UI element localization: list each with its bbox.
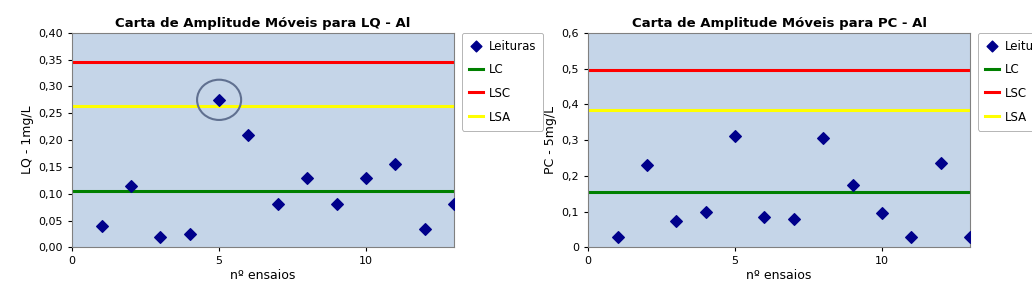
Point xyxy=(668,218,684,223)
Y-axis label: LQ - 1mg/L: LQ - 1mg/L xyxy=(22,106,34,174)
Point xyxy=(698,209,714,214)
Point xyxy=(328,202,345,207)
Point xyxy=(299,175,316,180)
Point xyxy=(815,136,832,141)
Title: Carta de Amplitude Móveis para LQ - Al: Carta de Amplitude Móveis para LQ - Al xyxy=(116,17,411,30)
Point xyxy=(962,234,978,239)
Legend: Leituras, LC, LSC, LSA: Leituras, LC, LSC, LSA xyxy=(977,33,1032,131)
Point xyxy=(417,226,433,231)
Point xyxy=(211,97,227,102)
Point xyxy=(152,234,168,239)
Point xyxy=(785,216,802,221)
Point xyxy=(756,215,773,219)
Title: Carta de Amplitude Móveis para PC - Al: Carta de Amplitude Móveis para PC - Al xyxy=(632,17,927,30)
Point xyxy=(269,202,286,207)
Point xyxy=(358,175,375,180)
Point xyxy=(609,234,625,239)
Point xyxy=(182,232,198,236)
Point xyxy=(387,162,404,167)
X-axis label: nº ensaios: nº ensaios xyxy=(746,269,812,282)
Point xyxy=(446,202,462,207)
Point xyxy=(844,182,861,187)
X-axis label: nº ensaios: nº ensaios xyxy=(230,269,296,282)
Point xyxy=(240,132,257,137)
Point xyxy=(123,183,139,188)
Point xyxy=(639,163,655,167)
Point xyxy=(933,161,949,166)
Point xyxy=(727,134,743,139)
Point xyxy=(874,211,891,216)
Point xyxy=(903,234,920,239)
Y-axis label: PC - 5mg/L: PC - 5mg/L xyxy=(545,106,557,174)
Legend: Leituras, LC, LSC, LSA: Leituras, LC, LSC, LSA xyxy=(461,33,544,131)
Point xyxy=(93,224,109,228)
